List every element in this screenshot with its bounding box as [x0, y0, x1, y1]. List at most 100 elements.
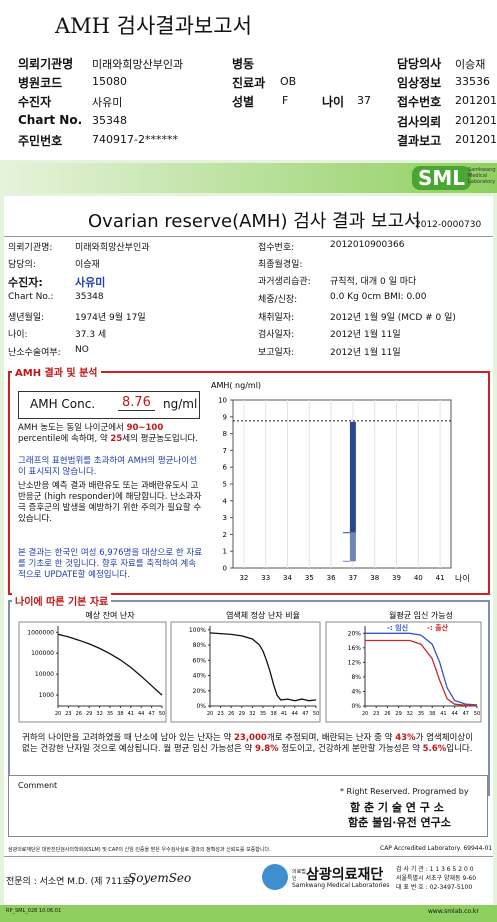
- text: 귀하의 나이만을 고려하였을 때 난소에 남아 있는 난자는 약: [22, 733, 234, 743]
- birth-rate: 5.6%: [422, 744, 447, 754]
- line: [209, 632, 317, 702]
- x-tick-label: 50: [313, 711, 319, 717]
- chart-title: 월평균 임신 가능성: [389, 610, 453, 620]
- x-tick-label: 38: [117, 711, 123, 717]
- url: www.smlab.co.kr: [428, 908, 479, 915]
- note: 그래프의 표현범위를 초과하여 AMH의 평균나이선이 표시되지 않습니다.: [18, 456, 197, 477]
- legend-entry: -: 출산: [427, 623, 449, 632]
- line: [365, 632, 478, 706]
- y-tick-label: 100000: [31, 650, 54, 657]
- x-tick-label: 32: [239, 574, 248, 582]
- x-tick-label: 40: [414, 574, 423, 582]
- info-value: 2012년 1월 11일: [330, 348, 401, 358]
- x-tick-label: 20: [362, 711, 368, 717]
- info-value: 미래와희망산부인과: [75, 243, 150, 253]
- plot-frame: [170, 621, 321, 723]
- info-label: 최종월경일:: [258, 260, 303, 270]
- footer-band: [0, 905, 497, 922]
- field-value: 이승재: [455, 58, 486, 71]
- y-tick-label: 8%: [351, 674, 361, 681]
- rule: [4, 856, 493, 857]
- x-tick-label: 29: [395, 711, 401, 717]
- report-number: 2012-0000730: [415, 220, 482, 230]
- x-tick-label: 23: [373, 711, 379, 717]
- x-tick-label: 38: [270, 711, 276, 717]
- text: AMH 농도는 동일 나이군에서: [18, 423, 127, 433]
- x-tick-label: 35: [418, 711, 424, 717]
- y-tick-label: 10000: [35, 671, 54, 678]
- y-tick-label: 5: [223, 481, 227, 489]
- info-value: NO: [75, 345, 89, 355]
- y-tick-label: 80%: [193, 642, 207, 649]
- y-tick-label: 100%: [189, 627, 206, 634]
- field-label: 의뢰기관명: [18, 57, 74, 71]
- field-label: 병동: [232, 57, 255, 71]
- x-tick-label: 50: [159, 711, 165, 717]
- info-value: 35348: [75, 292, 104, 302]
- text: 개로 추정되며, 배란되는 난자 중 약: [266, 733, 396, 743]
- x-tick-label: 23: [65, 711, 71, 717]
- info-label: 채취일자:: [258, 313, 295, 323]
- doc-title: AMH 검사결과보고서: [55, 14, 252, 38]
- pregnancy-rate: 9.8%: [255, 744, 279, 754]
- field-label: 진료과: [232, 76, 266, 90]
- y-tick-label: 10: [218, 397, 227, 405]
- y-tick-label: 0: [223, 565, 227, 573]
- y-tick-label: 12%: [348, 659, 362, 666]
- x-tick-label: 47: [302, 711, 308, 717]
- text: 정도이고, 건강하게 분만할 가능성은 약: [278, 744, 423, 754]
- x-tick-label: 32: [96, 711, 102, 717]
- field-value: 33536: [455, 75, 490, 88]
- chart: 염색체 정상 난자 비율 0% 20% 40% 60% 80% 100% 20 23 26 29 32…: [170, 610, 321, 723]
- info-value: 0.0 Kg 0cm BMI: 0.00: [330, 292, 427, 302]
- x-tick-label: 44: [138, 711, 144, 717]
- y-tick-label: 20%: [348, 630, 362, 637]
- org-en: Samkwang Medical Laboratories: [292, 882, 390, 889]
- x-tick-label: 23: [217, 711, 223, 717]
- info-value: 규칙적, 대개 0 일 마다: [330, 277, 417, 287]
- x-tick-label: 47: [463, 711, 469, 717]
- normal-rate: 43%: [395, 733, 416, 743]
- note: 난소반응 예측 결과 배란유도 또는 과배란유도시 고반응군 (high res…: [18, 481, 202, 524]
- x-tick-label: 50: [474, 711, 480, 717]
- y-tick-label: 40%: [193, 673, 207, 680]
- chart: 월평균 임신 가능성 0% 4% 8% 12% 16% 20% 20 23 26 29 32 35 38 4…: [325, 610, 482, 723]
- x-tick-label: 35: [260, 711, 266, 717]
- field-label: 병원코드: [18, 76, 63, 90]
- text: 입니다.: [446, 744, 473, 754]
- amh-box: [8, 371, 490, 595]
- x-tick-label: 29: [239, 711, 245, 717]
- x-tick-label: 39: [392, 574, 401, 582]
- field-value: 35348: [92, 114, 127, 127]
- info-label: 과거생리습관:: [258, 277, 311, 287]
- x-tick-label: 32: [249, 711, 255, 717]
- percentile: 90~100: [126, 423, 164, 433]
- field-value: 사유미: [92, 96, 123, 109]
- x-tick-label: 41: [281, 711, 287, 717]
- x-tick-label: 29: [86, 711, 92, 717]
- credit: * Right Reserved. Programed by: [340, 787, 469, 796]
- age: 25: [110, 434, 123, 444]
- field-value: 37: [357, 94, 371, 107]
- y-tick-label: 6: [223, 464, 228, 472]
- y-tick-label: 1: [223, 548, 227, 556]
- field-label: 접수번호: [397, 95, 442, 109]
- x-tick-label: 26: [76, 711, 82, 717]
- y-tick-label: 7: [223, 447, 227, 455]
- age-section-title: 나이에 따른 기본 자료: [12, 593, 112, 608]
- credit: 함 춘 기 술 연 구 소: [350, 801, 444, 814]
- info-label: 체중/신장:: [258, 295, 298, 305]
- field-label: 담당의사: [397, 57, 442, 71]
- x-tick-label: 33: [261, 574, 270, 582]
- x-tick-label: 34: [283, 574, 292, 582]
- org: 삼광의료재단: [306, 867, 384, 883]
- y-tick-label: 60%: [193, 657, 207, 664]
- field-label: 검사의뢰: [397, 115, 442, 129]
- text: 세의 평균농도입니다.: [122, 434, 199, 444]
- info-label: 수진자:: [8, 276, 43, 289]
- contact: 검 사 기 관 : 1 1 3 6 5 2 0 0: [396, 866, 474, 873]
- logo: SML: [412, 166, 472, 190]
- info-value: 37.3 세: [75, 330, 107, 340]
- contact: 서울특별시 서초구 양재동 9-60: [396, 875, 477, 882]
